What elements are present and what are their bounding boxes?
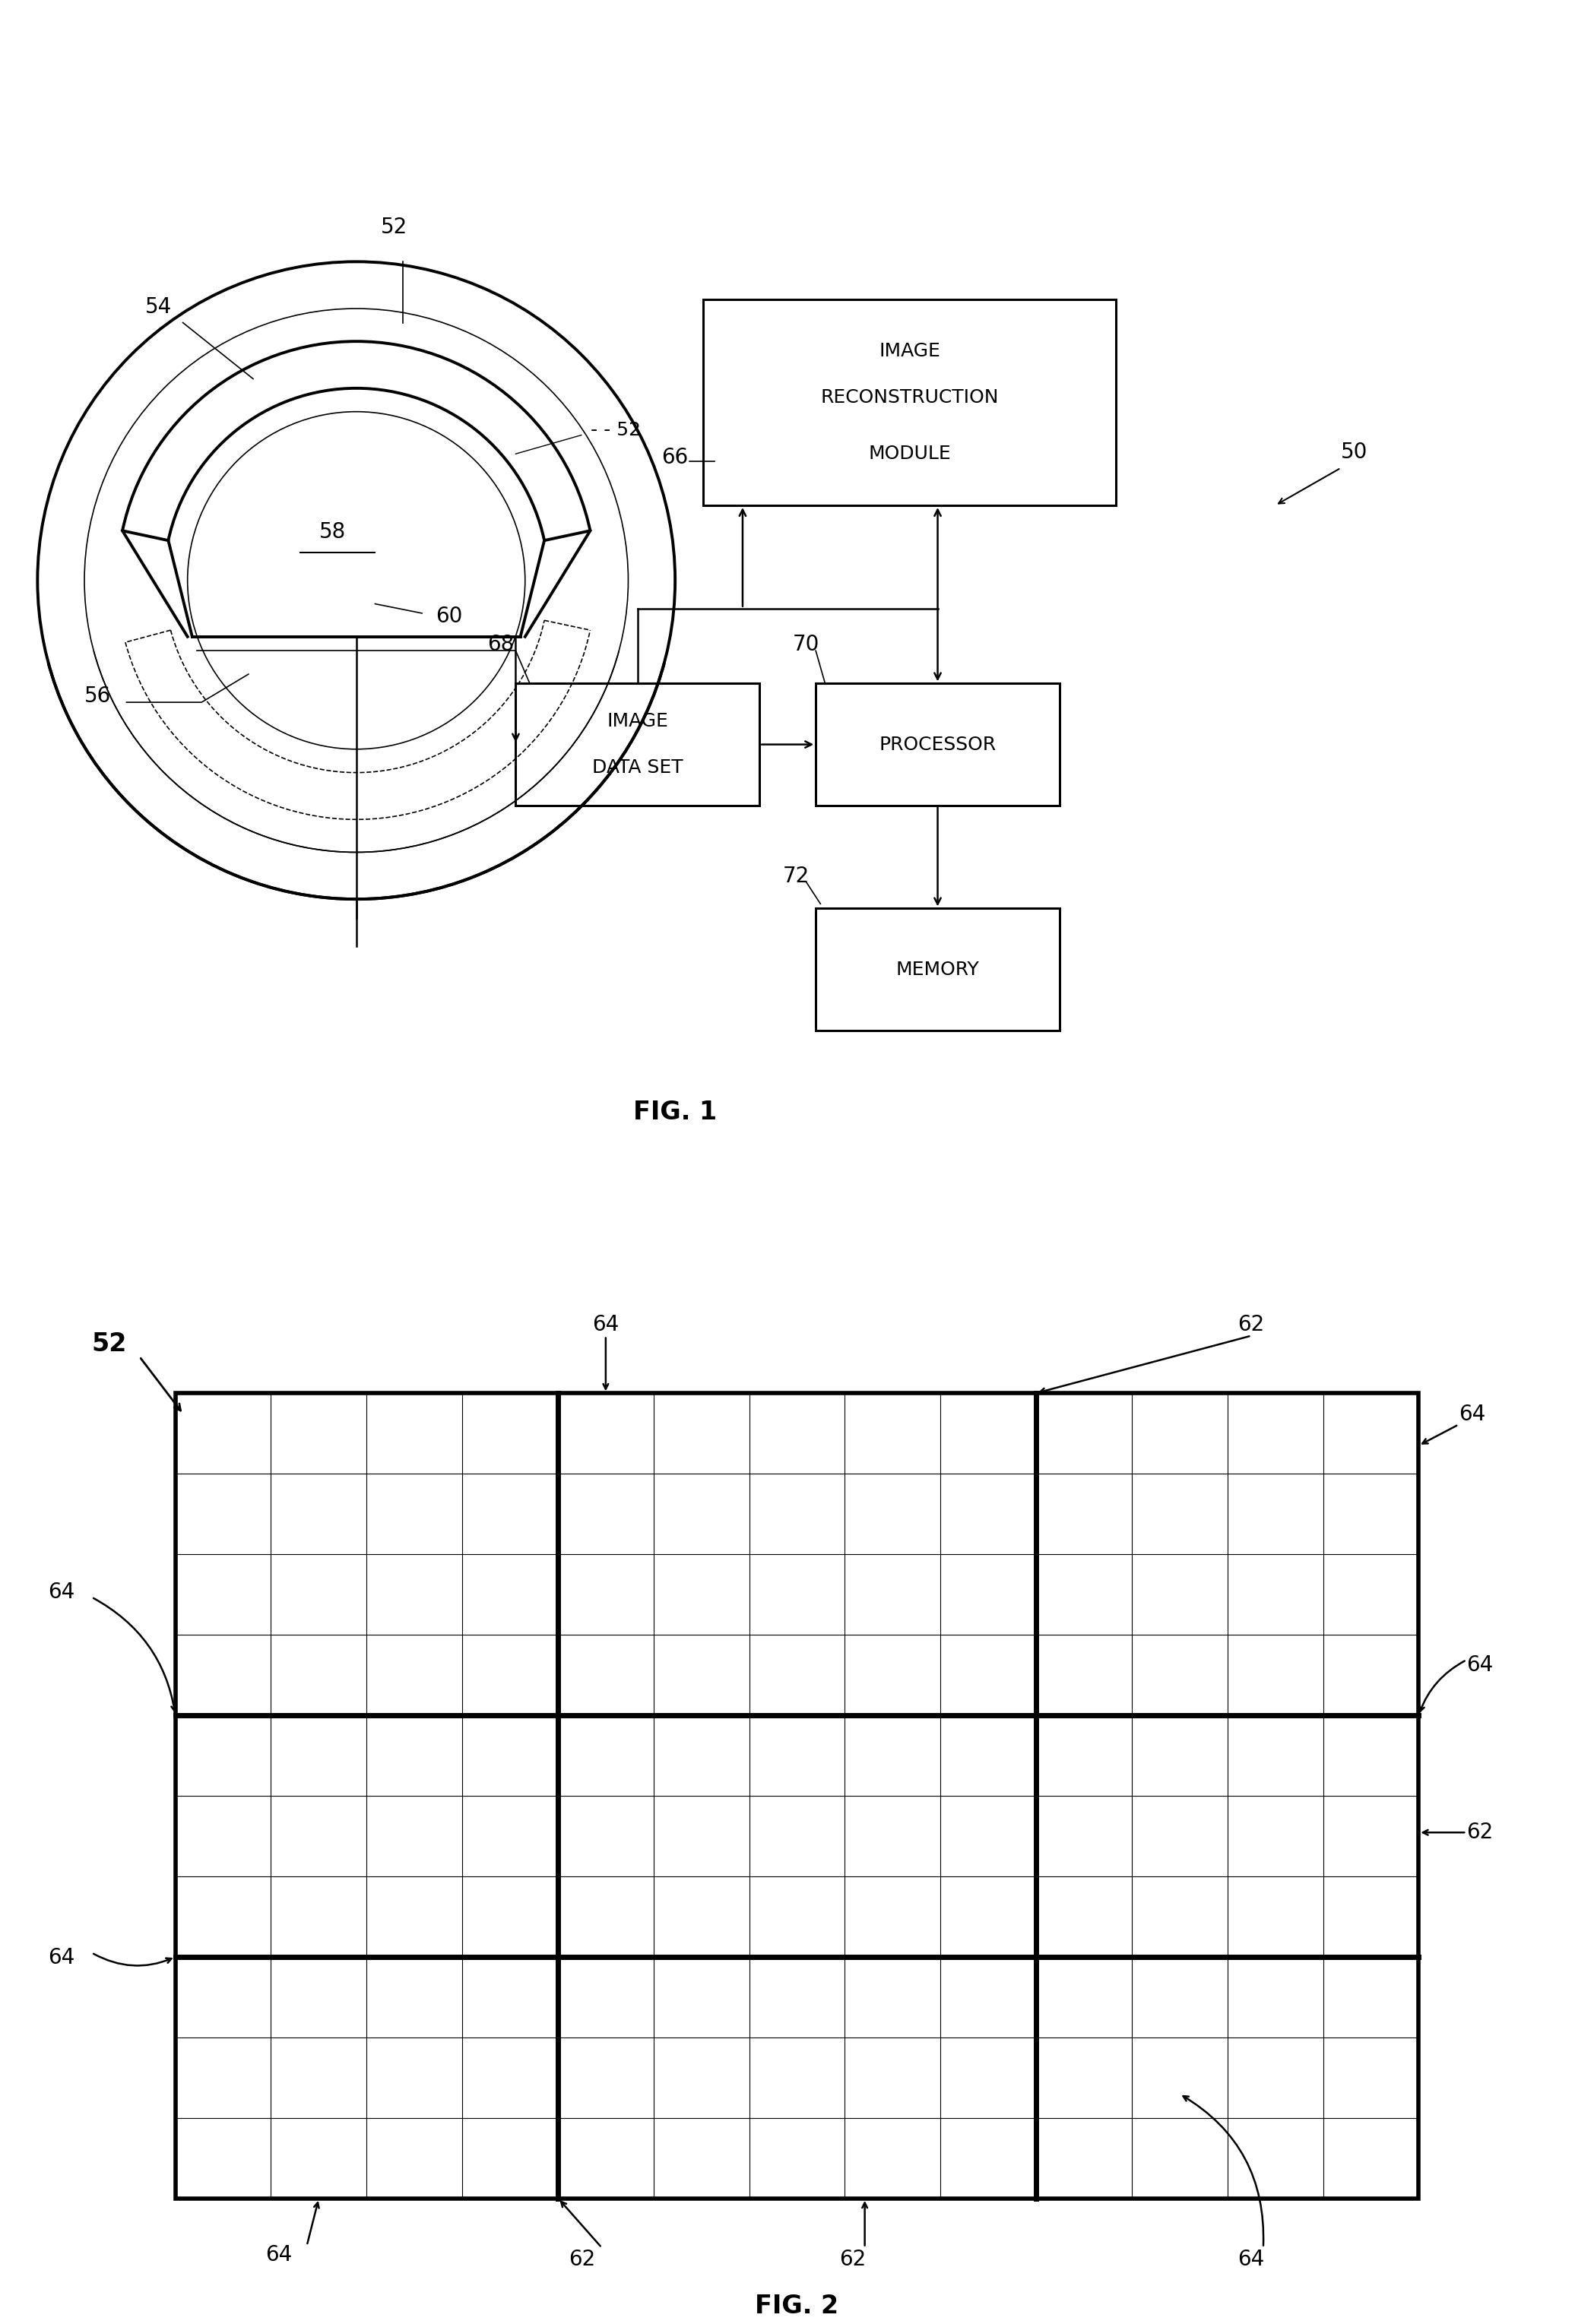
Text: 64: 64 bbox=[1466, 1655, 1494, 1676]
Bar bbox=[175, 1392, 1419, 2199]
Text: 62: 62 bbox=[1239, 1313, 1264, 1334]
Text: 50: 50 bbox=[1341, 442, 1368, 462]
Text: 52: 52 bbox=[381, 216, 406, 237]
Text: DATA SET: DATA SET bbox=[591, 758, 684, 776]
Text: 52: 52 bbox=[91, 1332, 128, 1357]
Text: 62: 62 bbox=[840, 2250, 866, 2271]
Text: MODULE: MODULE bbox=[869, 444, 952, 462]
Text: 62: 62 bbox=[569, 2250, 595, 2271]
Bar bbox=[816, 683, 1060, 806]
Text: 64: 64 bbox=[266, 2245, 292, 2266]
Bar bbox=[516, 683, 759, 806]
Text: 64: 64 bbox=[593, 1313, 618, 1334]
Text: 68: 68 bbox=[488, 634, 515, 655]
Text: FIG. 2: FIG. 2 bbox=[756, 2294, 838, 2319]
Bar bbox=[816, 909, 1060, 1030]
Text: 54: 54 bbox=[145, 297, 172, 318]
Text: 64: 64 bbox=[48, 1580, 75, 1604]
Text: 58: 58 bbox=[319, 521, 346, 544]
Text: 60: 60 bbox=[437, 607, 462, 627]
Text: 72: 72 bbox=[783, 865, 810, 888]
Text: 64: 64 bbox=[1459, 1404, 1486, 1425]
Text: 70: 70 bbox=[792, 634, 819, 655]
Text: - - 52: - - 52 bbox=[591, 421, 641, 439]
Text: IMAGE: IMAGE bbox=[607, 711, 668, 730]
Text: 56: 56 bbox=[84, 686, 112, 706]
Text: RECONSTRUCTION: RECONSTRUCTION bbox=[821, 388, 999, 407]
Text: 64: 64 bbox=[48, 1948, 75, 1968]
Text: 64: 64 bbox=[1239, 2250, 1264, 2271]
Text: 62: 62 bbox=[1466, 1822, 1494, 1843]
Text: FIG. 1: FIG. 1 bbox=[633, 1099, 717, 1125]
Text: PROCESSOR: PROCESSOR bbox=[878, 734, 996, 753]
Bar bbox=[703, 300, 1116, 504]
Text: MEMORY: MEMORY bbox=[896, 960, 979, 978]
Text: IMAGE: IMAGE bbox=[878, 342, 940, 360]
Text: 66: 66 bbox=[662, 446, 689, 467]
